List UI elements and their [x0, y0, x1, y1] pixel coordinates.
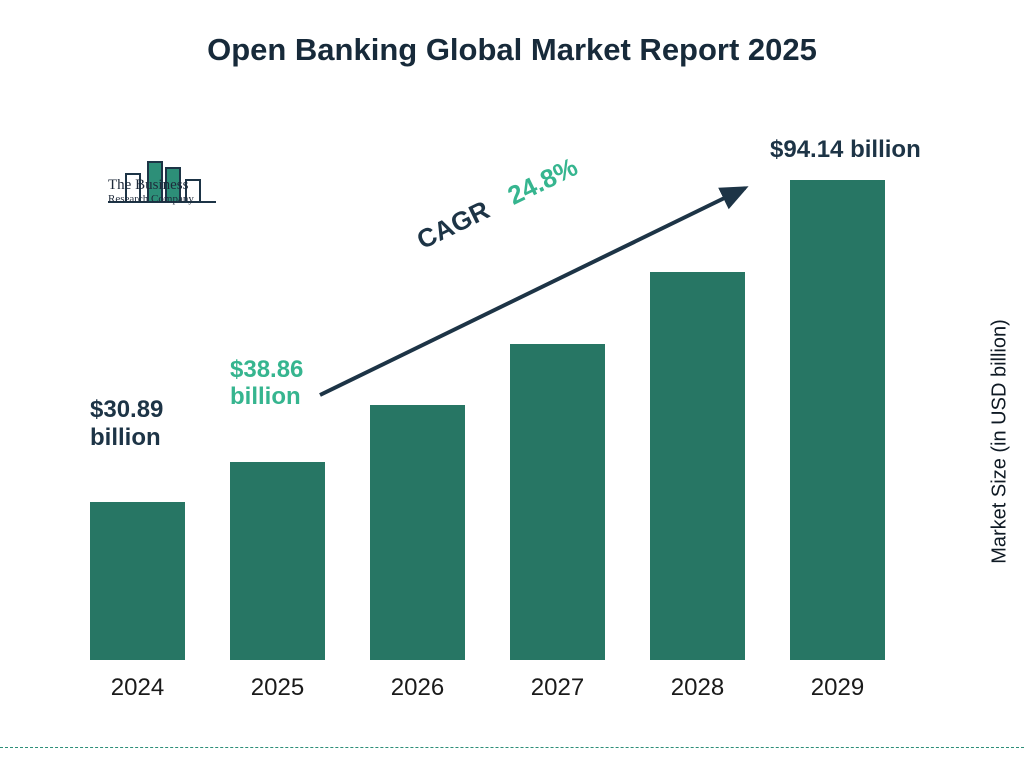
- bar-value-label: $38.86billion: [230, 356, 303, 411]
- bar: [790, 180, 885, 660]
- bar: [650, 272, 745, 660]
- x-tick-label: 2028: [630, 674, 765, 702]
- x-tick-label: 2025: [210, 674, 345, 702]
- bar: [370, 405, 465, 660]
- bar: [90, 502, 185, 660]
- bottom-dashed-divider: [0, 747, 1024, 748]
- chart-area: 202420252026202720282029$30.89billion$38…: [90, 150, 940, 660]
- x-tick-label: 2027: [490, 674, 625, 702]
- bar-value-label: $94.14 billion: [770, 136, 921, 164]
- x-tick-label: 2024: [70, 674, 205, 702]
- x-tick-label: 2029: [770, 674, 905, 702]
- bar-value-label: $30.89billion: [90, 396, 163, 451]
- bar: [510, 344, 605, 660]
- x-tick-label: 2026: [350, 674, 485, 702]
- chart-canvas: Open Banking Global Market Report 2025 T…: [0, 0, 1024, 768]
- chart-title: Open Banking Global Market Report 2025: [0, 32, 1024, 68]
- bar: [230, 462, 325, 660]
- y-axis-label: Market Size (in USD billion): [989, 302, 1012, 582]
